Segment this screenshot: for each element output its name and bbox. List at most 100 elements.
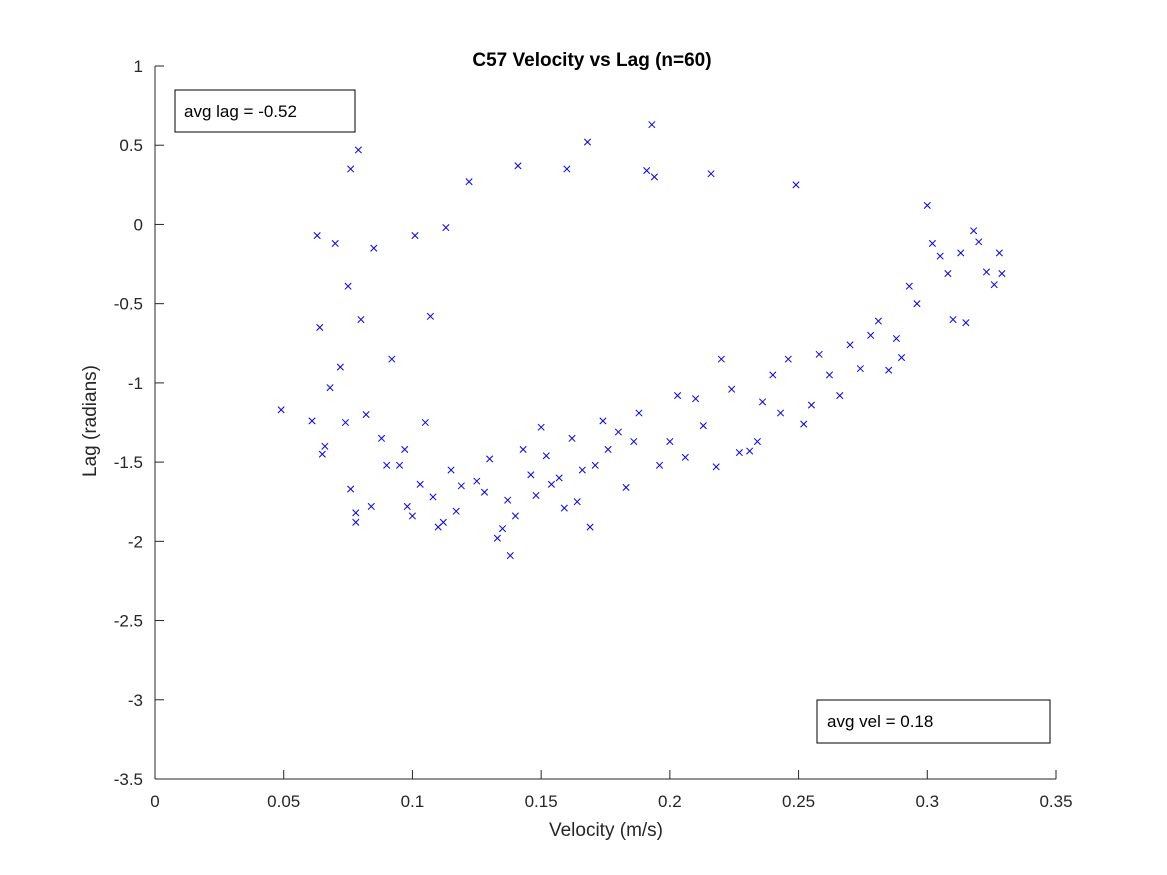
y-axis-label: Lag (radians)	[80, 365, 101, 477]
data-point	[913, 300, 921, 308]
data-point	[367, 502, 375, 511]
avg-vel-box	[816, 699, 1051, 744]
data-point	[519, 445, 527, 453]
data-point	[591, 461, 599, 469]
y-tick-label: -1	[128, 374, 143, 393]
data-point	[630, 437, 638, 446]
y-ticks: -3.5 -3 -2.5 -2 -1.5 -1 -0.5 0 0.5 1	[114, 57, 164, 789]
data-point	[506, 552, 514, 560]
data-point	[717, 355, 725, 363]
data-point	[411, 231, 419, 240]
data-point	[347, 485, 355, 493]
y-tick-label: -2	[128, 532, 143, 551]
y-tick-label: 0.5	[119, 136, 143, 155]
data-point	[712, 463, 720, 471]
data-point	[674, 392, 682, 400]
x-tick-label: 0.1	[401, 792, 425, 811]
x-tick-label: 0.15	[525, 792, 558, 811]
data-point	[308, 417, 316, 425]
y-tick-label: -3.5	[114, 770, 143, 789]
data-point	[532, 491, 540, 499]
data-point	[599, 417, 607, 425]
x-tick-label: 0	[150, 792, 159, 811]
data-point	[928, 239, 936, 248]
data-point	[874, 317, 882, 325]
data-point	[357, 315, 365, 324]
data-point	[354, 146, 362, 154]
data-point	[746, 447, 754, 455]
data-point	[604, 445, 612, 453]
data-point	[341, 418, 350, 427]
data-point	[347, 165, 355, 173]
data-point	[316, 323, 324, 331]
avg-vel-annotation: avg vel = 0.18	[816, 699, 1051, 744]
data-point	[318, 450, 326, 458]
avg-lag-text: avg lag = -0.52	[184, 102, 297, 121]
data-point	[326, 384, 334, 392]
y-tick-label: -1.5	[114, 453, 143, 472]
avg-lag-annotation: avg lag = -0.52	[174, 89, 356, 133]
data-point	[321, 442, 329, 450]
data-point	[416, 480, 424, 488]
data-point	[486, 455, 494, 463]
data-point	[784, 355, 792, 363]
x-axis-label: Velocity (m/s)	[549, 820, 663, 841]
scatter-points	[277, 121, 1006, 560]
data-point	[885, 366, 893, 374]
data-point	[555, 474, 563, 482]
data-point	[635, 409, 643, 417]
data-point	[643, 167, 651, 175]
x-tick-label: 0.05	[267, 792, 300, 811]
data-point	[426, 312, 435, 320]
y-tick-label: -0.5	[114, 295, 143, 314]
data-point	[452, 507, 460, 515]
data-point	[383, 461, 391, 469]
data-point	[542, 452, 550, 460]
data-point	[403, 502, 411, 511]
data-point	[408, 512, 416, 520]
data-point	[277, 406, 285, 414]
data-point	[807, 401, 815, 409]
data-point	[537, 423, 545, 431]
data-point	[867, 331, 875, 339]
data-point	[447, 466, 455, 474]
chart-title: C57 Velocity vs Lag (n=60)	[472, 50, 711, 71]
data-point	[493, 534, 501, 542]
data-point	[352, 509, 360, 517]
data-point	[583, 138, 592, 146]
data-point	[800, 420, 808, 428]
data-point	[336, 363, 344, 371]
data-point	[998, 270, 1006, 278]
data-point	[650, 173, 658, 181]
avg-lag-box	[174, 89, 356, 133]
data-point	[547, 480, 555, 488]
data-point	[905, 282, 913, 290]
data-point	[331, 239, 339, 248]
data-point	[313, 231, 321, 240]
data-point	[692, 395, 700, 403]
data-point	[944, 270, 952, 278]
data-point	[792, 181, 800, 189]
data-point	[442, 224, 450, 232]
data-point	[370, 244, 378, 252]
data-point	[936, 252, 944, 260]
data-point	[511, 512, 519, 520]
data-point	[681, 453, 689, 461]
data-point	[776, 409, 785, 417]
data-point	[923, 201, 931, 209]
data-point	[344, 282, 352, 290]
data-point	[957, 249, 965, 257]
data-point	[728, 385, 736, 393]
x-tick-label: 0.3	[915, 792, 939, 811]
data-point	[401, 445, 409, 453]
data-point	[825, 371, 834, 379]
data-point	[699, 422, 707, 430]
y-tick-label: 0	[134, 215, 143, 234]
data-point	[856, 365, 864, 373]
data-point	[480, 488, 489, 496]
data-point	[666, 437, 674, 446]
data-point	[527, 471, 535, 479]
data-point	[707, 170, 715, 178]
